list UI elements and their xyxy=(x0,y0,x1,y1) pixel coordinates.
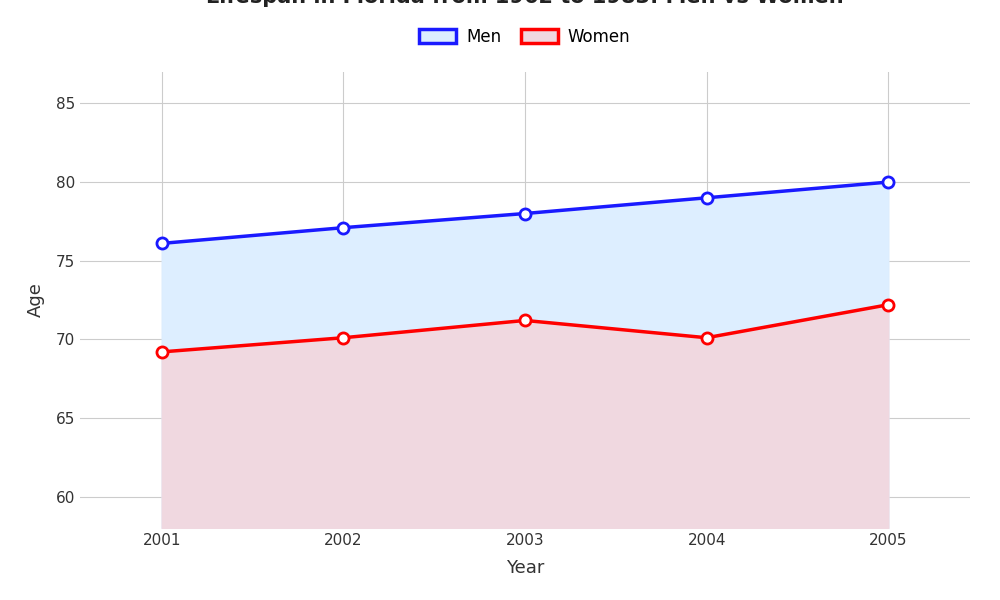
Y-axis label: Age: Age xyxy=(27,283,45,317)
X-axis label: Year: Year xyxy=(506,559,544,577)
Title: Lifespan in Florida from 1962 to 1983: Men vs Women: Lifespan in Florida from 1962 to 1983: M… xyxy=(206,0,844,7)
Legend: Men, Women: Men, Women xyxy=(413,21,637,52)
